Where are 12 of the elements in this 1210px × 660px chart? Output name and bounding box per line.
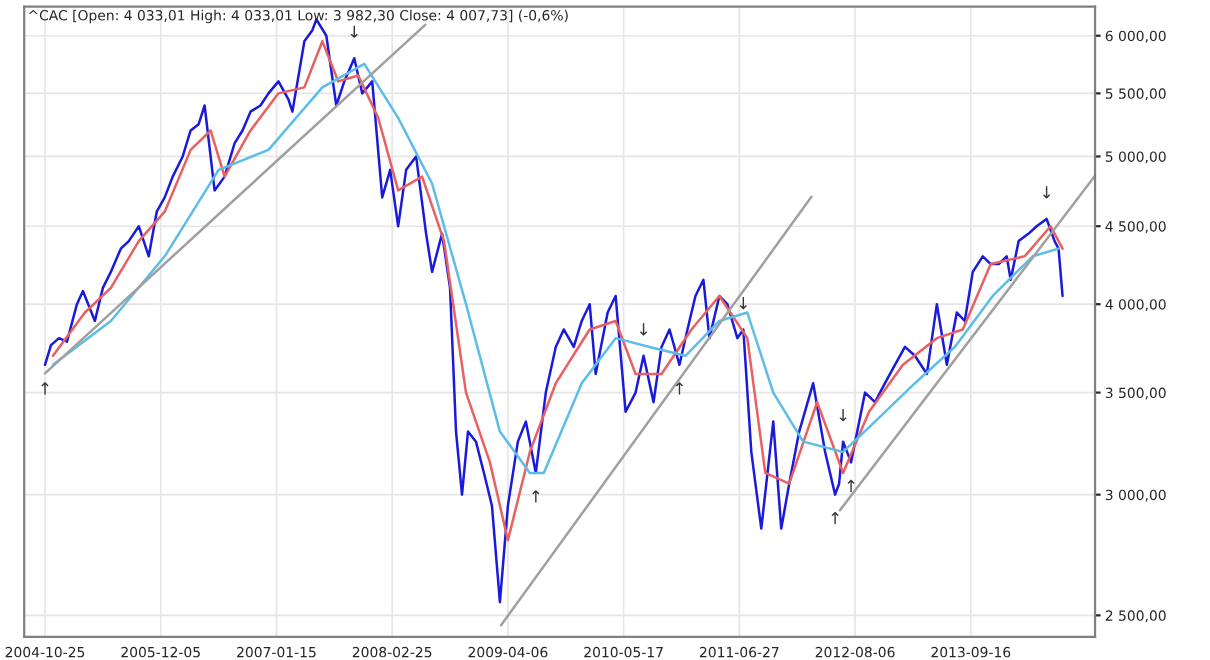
line-series <box>51 62 1060 475</box>
annotation: ↑ <box>831 512 839 525</box>
line-series <box>51 40 1064 542</box>
annotation: ↓ <box>639 323 648 336</box>
annotation: ↑ <box>847 479 855 492</box>
annotation: ↓ <box>1043 186 1051 199</box>
annotation: ↑ <box>532 490 540 503</box>
annotation: ↓ <box>350 25 358 38</box>
annotation: ↑ <box>41 382 49 395</box>
annotation: ↑ <box>675 382 684 395</box>
annotation: ↓ <box>739 296 747 310</box>
annotation: ↓ <box>839 409 847 422</box>
